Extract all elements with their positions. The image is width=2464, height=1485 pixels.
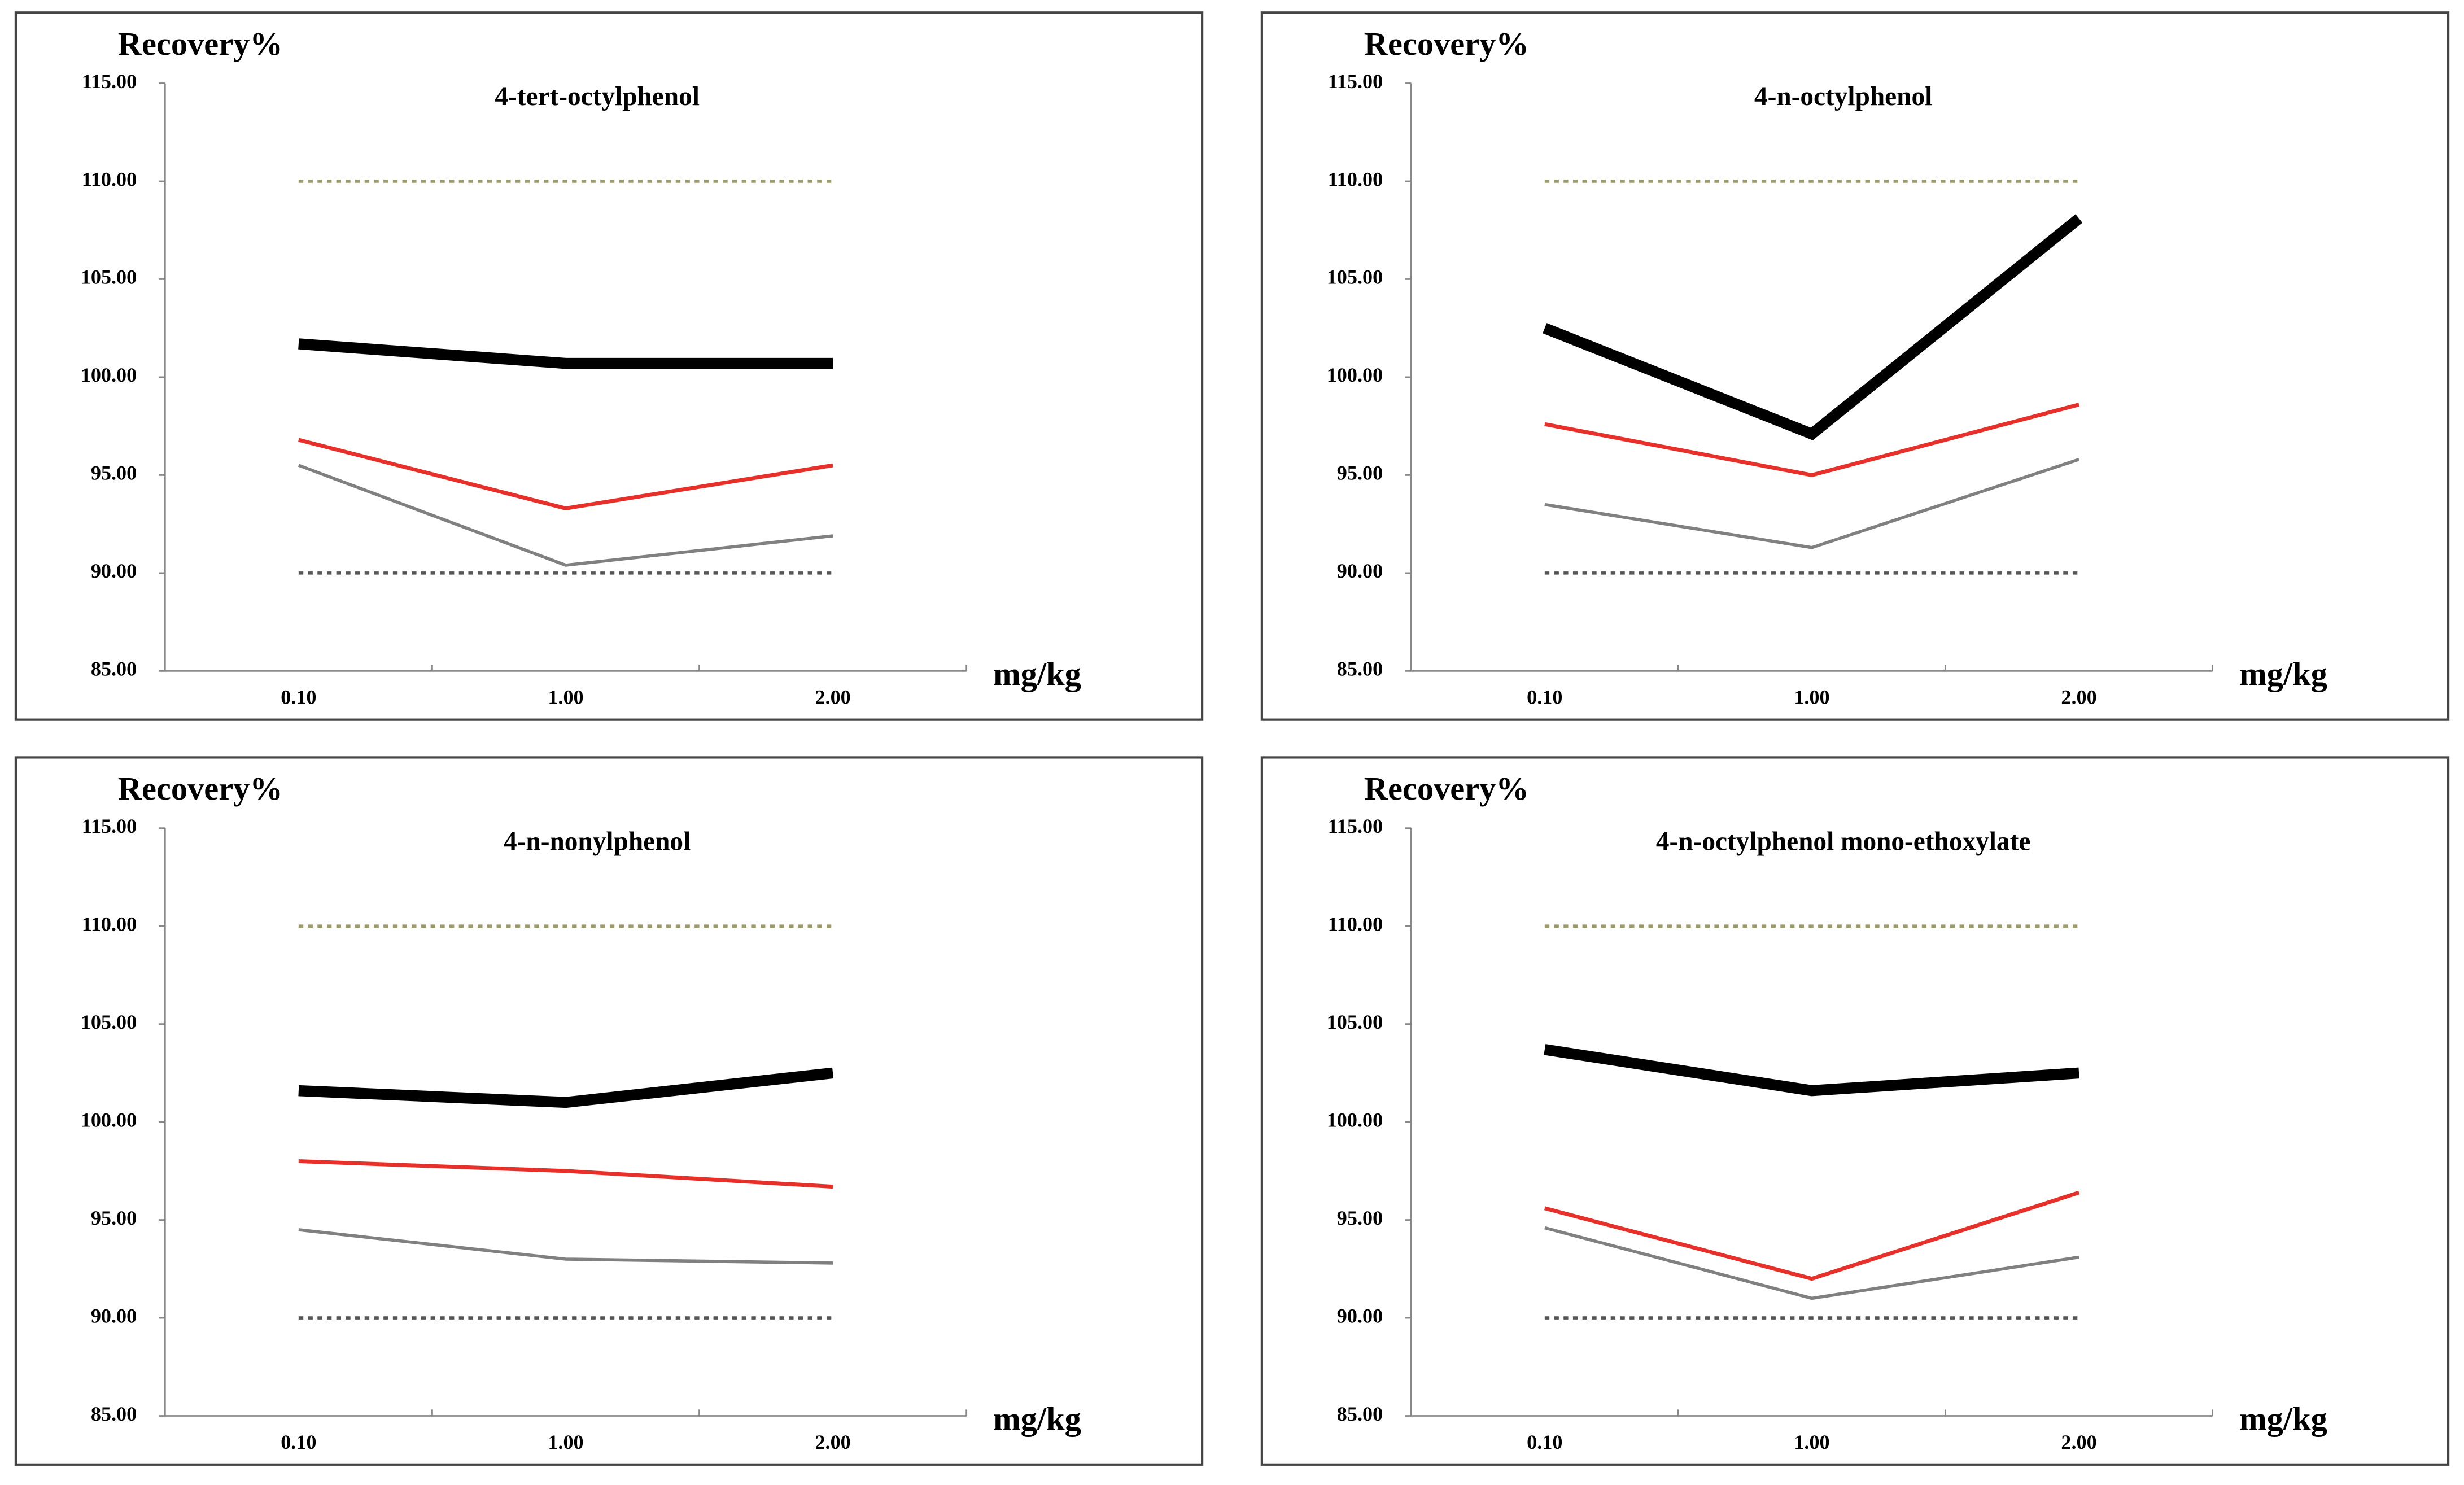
x-tick-label: 0.10 — [1527, 1431, 1562, 1453]
series-line — [1544, 1226, 2079, 1300]
chart-panel: Recovery% 4-n-nonylphenol mg/kg 85.00 90.00 9… — [14, 756, 1204, 1466]
x-tick-label: 1.00 — [1794, 686, 1829, 709]
y-tick-label: 90.00 — [1337, 1304, 1383, 1327]
series-line — [298, 338, 833, 369]
series-line — [298, 1067, 834, 1108]
y-tick-label: 95.00 — [91, 1207, 137, 1229]
y-tick-label: 85.00 — [91, 1403, 137, 1425]
series-line — [298, 438, 833, 510]
x-tick-label: 2.00 — [2061, 686, 2096, 709]
x-tick-label: 2.00 — [815, 1431, 850, 1453]
y-axis-label: Recovery% — [118, 25, 283, 62]
chart-panel: Recovery% 4-n-octylphenol mono-ethoxylate… — [1260, 756, 2450, 1466]
series-line — [298, 1228, 833, 1265]
y-tick-label: 90.00 — [91, 1304, 137, 1327]
y-tick-label: 115.00 — [1328, 815, 1383, 837]
y-axis-label: Recovery% — [1364, 770, 1529, 807]
series-line — [1544, 403, 2079, 477]
y-axis-label: Recovery% — [118, 770, 283, 807]
y-tick-label: 115.00 — [82, 70, 137, 93]
x-tick-label: 2.00 — [2061, 1431, 2096, 1453]
x-tick-label: 1.00 — [548, 1431, 583, 1453]
x-axis-label: mg/kg — [2239, 656, 2327, 692]
y-tick-label: 100.00 — [81, 364, 137, 386]
chart-title: 4-n-nonylphenol — [504, 827, 691, 856]
y-tick-label: 95.00 — [91, 462, 137, 484]
y-tick-label: 85.00 — [91, 658, 137, 680]
chart-panel: Recovery% 4-tert-octylphenol mg/kg 85.00 90.… — [14, 11, 1204, 721]
x-tick-label: 2.00 — [815, 686, 850, 709]
y-tick-label: 100.00 — [1327, 1108, 1383, 1131]
y-axis-label: Recovery% — [1364, 25, 1529, 62]
x-tick-label: 0.10 — [281, 686, 316, 709]
y-tick-label: 110.00 — [1328, 168, 1383, 190]
y-tick-label: 90.00 — [91, 560, 137, 582]
chart-title: 4-tert-octylphenol — [495, 82, 700, 111]
y-tick-label: 85.00 — [1337, 1403, 1383, 1425]
y-tick-label: 115.00 — [1328, 70, 1383, 93]
y-tick-label: 105.00 — [81, 266, 137, 289]
chart-title: 4-n-octylphenol — [1754, 82, 1932, 111]
chart-panel: Recovery% 4-n-octylphenol mg/kg 85.00 90.00 9… — [1260, 11, 2450, 721]
x-axis-label: mg/kg — [993, 656, 1081, 692]
series-line — [1544, 1044, 2079, 1097]
x-axis-label: mg/kg — [2239, 1400, 2327, 1437]
y-tick-label: 95.00 — [1337, 1207, 1383, 1229]
y-tick-label: 100.00 — [81, 1108, 137, 1131]
y-tick-label: 110.00 — [82, 912, 137, 935]
x-tick-label: 0.10 — [281, 1431, 316, 1453]
y-tick-label: 105.00 — [81, 1011, 137, 1033]
y-tick-label: 105.00 — [1327, 1011, 1383, 1033]
x-tick-label: 0.10 — [1527, 686, 1562, 709]
panel-frame — [1260, 756, 2450, 1466]
y-tick-label: 110.00 — [82, 168, 137, 190]
series-line — [298, 1159, 833, 1189]
chart-title: 4-n-octylphenol mono-ethoxylate — [1656, 827, 2030, 856]
x-tick-label: 1.00 — [548, 686, 583, 709]
series-line — [1543, 214, 2083, 440]
y-tick-label: 110.00 — [1328, 912, 1383, 935]
y-tick-label: 90.00 — [1337, 560, 1383, 582]
series-line — [1544, 458, 2079, 549]
y-tick-label: 115.00 — [82, 815, 137, 837]
series-line — [298, 464, 833, 567]
y-tick-label: 105.00 — [1327, 266, 1383, 289]
y-tick-label: 100.00 — [1327, 364, 1383, 386]
x-tick-label: 1.00 — [1794, 1431, 1829, 1453]
x-axis-label: mg/kg — [993, 1400, 1081, 1437]
panel-frame — [1260, 11, 2450, 721]
series-line — [1544, 1190, 2080, 1281]
y-tick-label: 85.00 — [1337, 658, 1383, 680]
y-tick-label: 95.00 — [1337, 462, 1383, 484]
panel-frame — [14, 756, 1204, 1466]
